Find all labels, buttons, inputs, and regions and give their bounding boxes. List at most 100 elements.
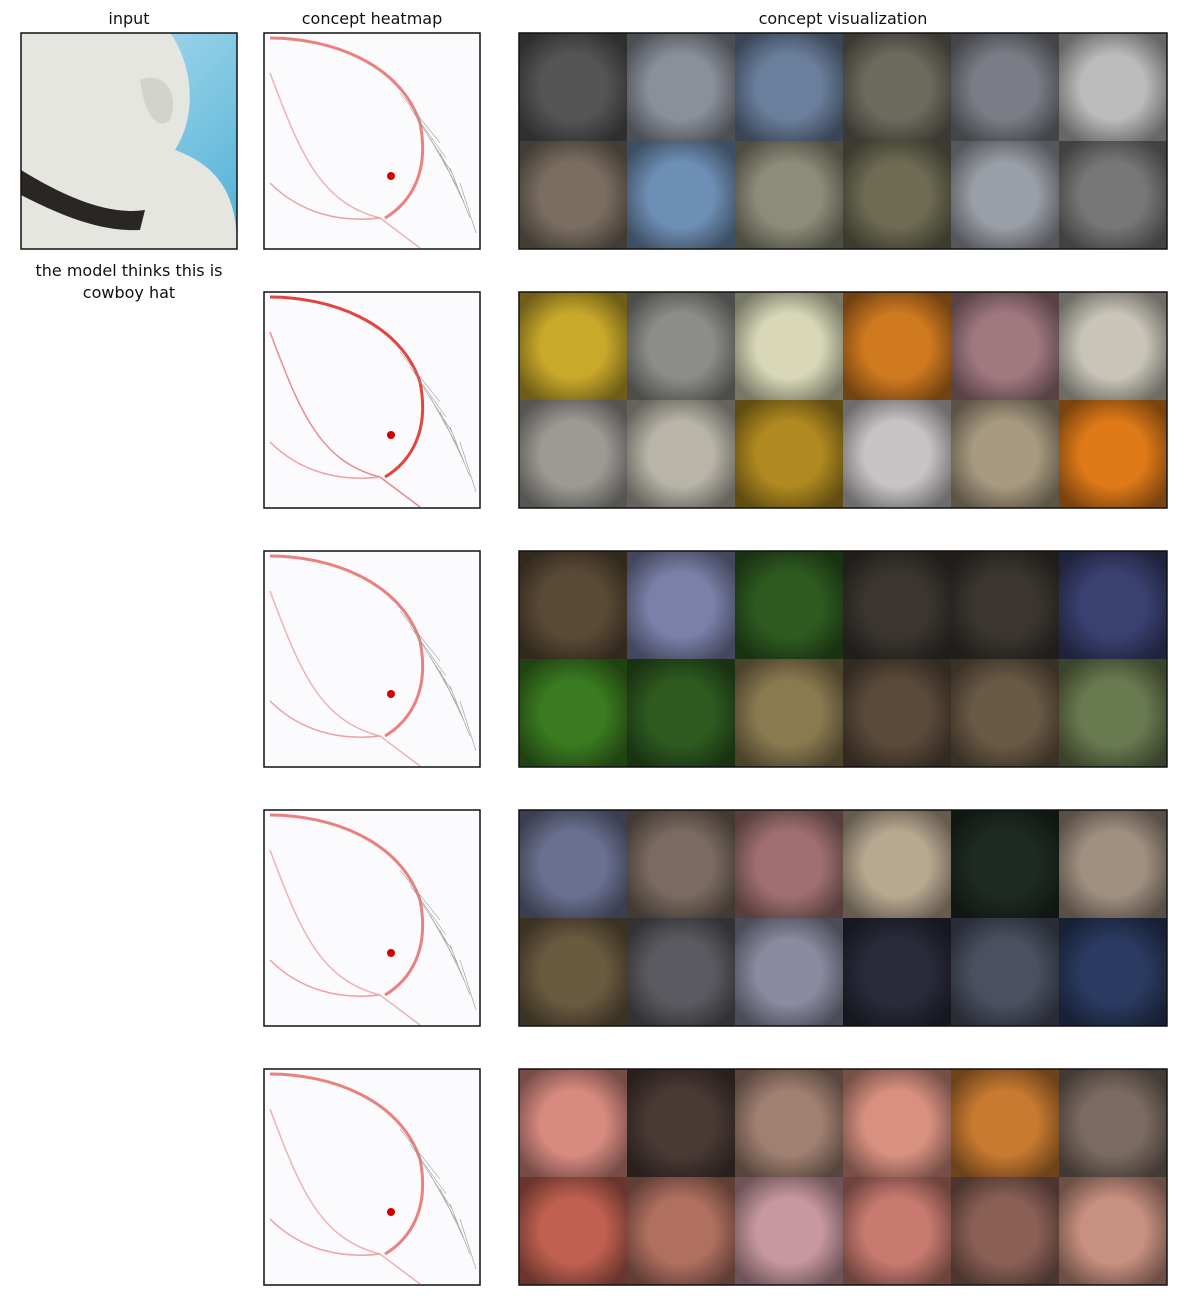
patch-shade <box>627 400 735 508</box>
heatmap-spot <box>387 172 395 180</box>
heatmap-stroke <box>449 1203 471 1255</box>
concept-heatmap <box>263 550 481 768</box>
heatmap-stroke <box>419 899 453 951</box>
heatmap-stroke <box>439 929 465 981</box>
patch-shade <box>627 551 735 659</box>
patch-shade <box>951 1177 1059 1285</box>
concept-heatmap <box>263 291 481 509</box>
heatmap-stroke <box>439 670 465 722</box>
heatmap-edge <box>269 1072 425 1256</box>
patch-shade <box>627 918 735 1026</box>
patch-shade <box>843 292 951 400</box>
patch-shade <box>519 1069 627 1177</box>
patch-shade <box>519 33 627 141</box>
patch-shade <box>843 33 951 141</box>
patch-shade <box>627 292 735 400</box>
heatmap-stroke <box>419 1158 453 1210</box>
patch-shade <box>627 1177 735 1285</box>
patch-shade <box>735 33 843 141</box>
heatmap-stroke <box>419 122 453 174</box>
patch-shade <box>735 1177 843 1285</box>
visualization-frame <box>518 291 1168 509</box>
patch-shade <box>843 1177 951 1285</box>
heatmap-stroke <box>459 441 477 493</box>
patch-shade <box>951 918 1059 1026</box>
heatmap-spot <box>387 1208 395 1216</box>
heatmap-stroke <box>399 869 441 921</box>
patch-shade <box>1059 141 1167 249</box>
heatmap-stroke <box>429 396 459 448</box>
heatmap-stroke <box>409 625 447 677</box>
patch-shade <box>1059 292 1167 400</box>
heatmap-stroke <box>429 137 459 189</box>
patch-shade <box>1059 551 1167 659</box>
heatmap-edge <box>269 331 421 508</box>
patch-shade <box>951 141 1059 249</box>
heatmap-edge <box>269 590 421 767</box>
concept-visualization <box>518 32 1168 250</box>
heatmap-stroke <box>419 381 453 433</box>
concept-visualization <box>518 550 1168 768</box>
heatmap-spot <box>387 949 395 957</box>
heatmap-edge <box>269 554 425 738</box>
heatmap-title: concept heatmap <box>302 9 443 28</box>
patch-shade <box>843 659 951 767</box>
patch-shade <box>735 292 843 400</box>
heatmap-stroke <box>429 655 459 707</box>
heatmap-spot <box>387 690 395 698</box>
visualization-frame <box>518 550 1168 768</box>
heatmap-edge <box>269 1108 421 1285</box>
heatmap-stroke <box>399 1128 441 1180</box>
patch-shade <box>519 659 627 767</box>
patch-shade <box>519 400 627 508</box>
patch-shade <box>627 810 735 918</box>
patch-shade <box>519 918 627 1026</box>
concept-heatmap <box>263 32 481 250</box>
patch-shade <box>627 659 735 767</box>
heatmap-stroke <box>449 685 471 737</box>
heatmap-background <box>264 810 480 1026</box>
heatmap-frame <box>263 291 481 509</box>
concept-visualization <box>518 809 1168 1027</box>
patch-shade <box>1059 33 1167 141</box>
patch-shade <box>951 400 1059 508</box>
heatmap-stroke <box>439 411 465 463</box>
heatmap-stroke <box>459 1218 477 1270</box>
concept-visualization <box>518 291 1168 509</box>
patch-shade <box>1059 918 1167 1026</box>
heatmap-frame <box>263 32 481 250</box>
heatmap-edge <box>269 441 381 479</box>
heatmap-edge <box>269 849 421 1026</box>
patch-shade <box>519 141 627 249</box>
heatmap-stroke <box>409 884 447 936</box>
heatmap-background <box>264 292 480 508</box>
patch-shade <box>843 1069 951 1177</box>
heatmap-stroke <box>409 366 447 418</box>
input-title: input <box>108 9 149 28</box>
patch-shade <box>951 1069 1059 1177</box>
patch-shade <box>519 551 627 659</box>
patch-shade <box>951 292 1059 400</box>
heatmap-stroke <box>399 92 441 144</box>
patch-shade <box>519 810 627 918</box>
patch-shade <box>843 918 951 1026</box>
heatmap-stroke <box>409 1143 447 1195</box>
heatmap-frame <box>263 809 481 1027</box>
visualization-frame <box>518 809 1168 1027</box>
patch-shade <box>735 551 843 659</box>
patch-shade <box>1059 810 1167 918</box>
concept-heatmap <box>263 809 481 1027</box>
patch-shade <box>843 400 951 508</box>
heatmap-stroke <box>419 640 453 692</box>
heatmap-edge <box>269 959 381 997</box>
patch-shade <box>951 33 1059 141</box>
heatmap-stroke <box>439 152 465 204</box>
patch-shade <box>1059 659 1167 767</box>
heatmap-stroke <box>399 351 441 403</box>
patch-shade <box>735 918 843 1026</box>
heatmap-edge <box>269 700 381 738</box>
patch-shade <box>951 810 1059 918</box>
patch-shade <box>735 810 843 918</box>
patch-shade <box>1059 1069 1167 1177</box>
